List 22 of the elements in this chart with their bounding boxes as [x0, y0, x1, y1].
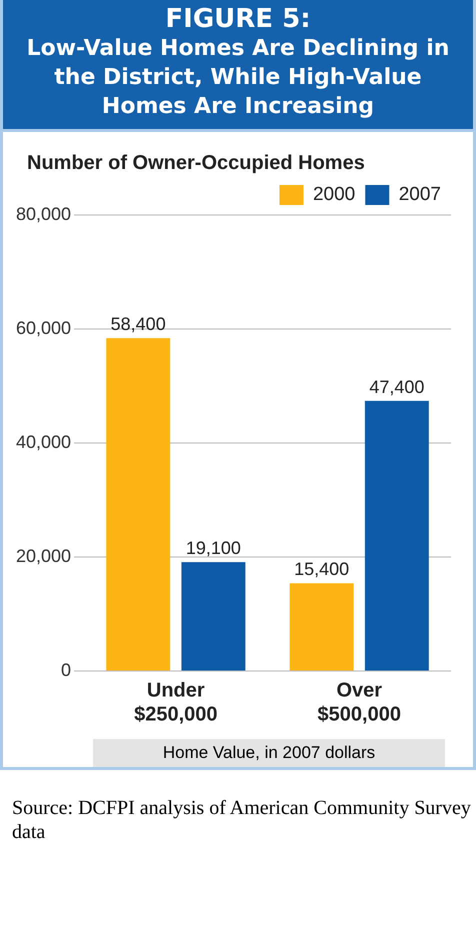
y-tick-label: 0: [61, 660, 72, 680]
data-label: 15,400: [294, 559, 350, 580]
bar: [181, 562, 246, 670]
y-tick-label: 60,000: [16, 318, 72, 338]
bar: [364, 400, 429, 670]
chart-title: FIGURE 5:: [164, 4, 312, 34]
y-tick-label: 80,000: [16, 204, 72, 224]
legend-label: 2000: [312, 184, 356, 206]
source-note: Source: DCFPI analysis of American Community Survey data: [12, 796, 472, 844]
chart-subtitle: Low-Value Homes Are Declining in the District, While High-Value Homes Are Increasing: [26, 35, 450, 121]
data-label: 47,400: [369, 376, 424, 397]
bar: [106, 338, 170, 670]
y-tick-label: 40,000: [16, 432, 72, 452]
x-tick-label: Under $250,000: [134, 680, 218, 726]
legend-label: 2007: [398, 184, 442, 206]
x-axis-title: Home Value, in 2007 dollars: [93, 739, 445, 767]
y-tick-label: 20,000: [16, 546, 72, 566]
data-label: 19,100: [186, 538, 241, 558]
y-axis-title: Number of Owner-Occupied Homes: [27, 152, 366, 175]
bar: [290, 583, 354, 670]
data-label: 58,400: [110, 314, 166, 334]
x-tick-label: Over $500,000: [318, 680, 401, 726]
